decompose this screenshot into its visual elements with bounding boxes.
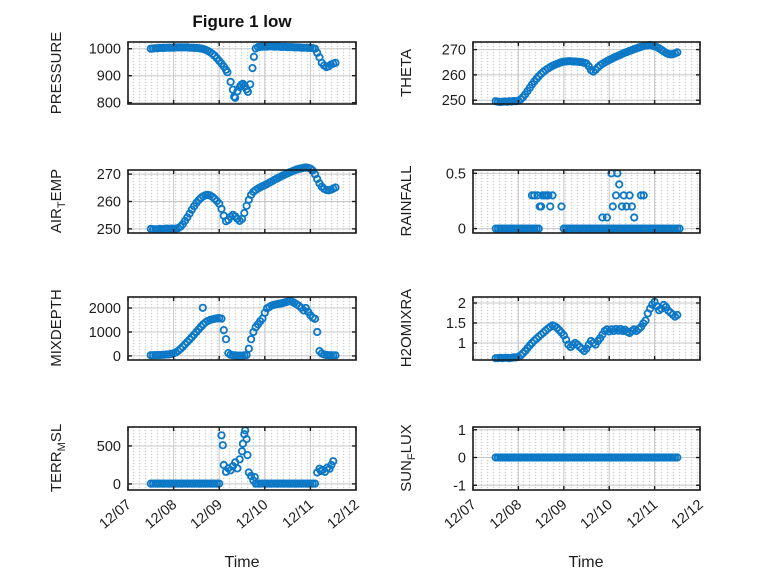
svg-text:260: 260 [97, 195, 121, 211]
svg-text:250: 250 [97, 222, 121, 238]
svg-text:1.5: 1.5 [446, 316, 466, 332]
svg-text:12/08: 12/08 [142, 497, 180, 533]
svg-text:12/12: 12/12 [324, 497, 362, 533]
svg-text:0: 0 [458, 451, 466, 467]
svg-text:12/07: 12/07 [441, 497, 479, 533]
figure-title: Figure 1 low [192, 12, 292, 31]
ylabel-pressure-text: PRESSURE [48, 31, 65, 115]
ylabel-sun-flux: SUNFLUX [398, 424, 418, 492]
svg-text:1000: 1000 [89, 325, 121, 341]
svg-text:12/11: 12/11 [624, 497, 661, 532]
svg-text:500: 500 [97, 439, 121, 455]
ylabel-sun-flux-text: SUN [398, 460, 415, 492]
svg-text:1000: 1000 [89, 42, 121, 58]
svg-text:270: 270 [97, 167, 121, 183]
svg-text:-1: -1 [453, 478, 466, 494]
ylabel-mixdepth-text: MIXDEPTH [48, 289, 65, 367]
ylabel-rainfall-text: RAINFALL [398, 165, 415, 237]
svg-text:0: 0 [113, 349, 121, 365]
svg-text:0: 0 [458, 222, 466, 238]
svg-text:12/10: 12/10 [233, 497, 271, 533]
time-axis-label-left: Time [224, 554, 260, 571]
svg-text:0: 0 [113, 477, 121, 493]
svg-text:250: 250 [442, 93, 466, 109]
svg-text:800: 800 [97, 96, 121, 112]
svg-text:2000: 2000 [89, 301, 121, 317]
ylabel-theta-text: THETA [398, 48, 415, 98]
svg-text:270: 270 [442, 43, 466, 59]
svg-text:12/09: 12/09 [188, 497, 226, 533]
ylabel-air-temp-text: AIR [48, 208, 65, 234]
svg-text:12/10: 12/10 [578, 497, 616, 533]
svg-text:1: 1 [458, 423, 466, 439]
svg-text:900: 900 [97, 69, 121, 85]
svg-text:12/09: 12/09 [532, 497, 570, 533]
ylabel-h2omixra-text: H2OMIXRA [398, 288, 415, 368]
svg-text:2: 2 [458, 296, 466, 312]
svg-text:12/08: 12/08 [487, 497, 525, 533]
svg-text:12/11: 12/11 [280, 497, 317, 532]
svg-text:12/12: 12/12 [668, 497, 706, 533]
svg-text:1: 1 [458, 336, 466, 352]
svg-text:260: 260 [442, 68, 466, 84]
svg-text:0.5: 0.5 [446, 166, 466, 182]
ylabel-terr-msl-text: TERR [48, 451, 65, 493]
svg-text:12/07: 12/07 [96, 497, 134, 533]
time-axis-label-right: Time [568, 554, 604, 571]
ylabel-terr-msl: TERRMSL [48, 423, 68, 493]
